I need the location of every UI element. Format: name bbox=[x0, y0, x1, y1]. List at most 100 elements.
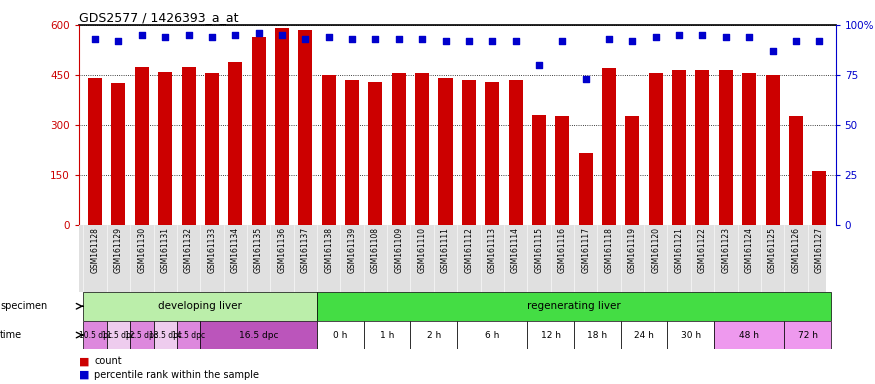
Bar bbox=[532, 115, 546, 225]
Text: GSM161108: GSM161108 bbox=[371, 227, 380, 273]
Text: 6 h: 6 h bbox=[485, 331, 500, 339]
Bar bbox=[458, 321, 528, 349]
Bar bbox=[317, 292, 831, 321]
Bar bbox=[177, 321, 200, 349]
Text: ■: ■ bbox=[79, 356, 89, 366]
Bar bbox=[719, 70, 733, 225]
Text: GSM161116: GSM161116 bbox=[557, 227, 567, 273]
Text: GSM161121: GSM161121 bbox=[675, 227, 683, 273]
Text: GSM161125: GSM161125 bbox=[768, 227, 777, 273]
Text: GSM161136: GSM161136 bbox=[277, 227, 286, 273]
Text: GSM161122: GSM161122 bbox=[698, 227, 707, 273]
Point bbox=[486, 38, 500, 44]
Text: 2 h: 2 h bbox=[427, 331, 441, 339]
Point bbox=[742, 34, 756, 40]
Text: regenerating liver: regenerating liver bbox=[527, 301, 621, 311]
Text: GSM161118: GSM161118 bbox=[605, 227, 613, 273]
Bar bbox=[648, 73, 662, 225]
Point bbox=[135, 32, 149, 38]
Point bbox=[252, 30, 266, 36]
Text: GSM161117: GSM161117 bbox=[581, 227, 590, 273]
Text: GSM161112: GSM161112 bbox=[465, 227, 473, 273]
Bar bbox=[410, 321, 458, 349]
Text: GSM161139: GSM161139 bbox=[347, 227, 357, 273]
Bar bbox=[714, 321, 784, 349]
Point bbox=[415, 36, 429, 42]
Text: 48 h: 48 h bbox=[739, 331, 760, 339]
Text: specimen: specimen bbox=[0, 301, 47, 311]
Point bbox=[696, 32, 710, 38]
Text: GSM161137: GSM161137 bbox=[301, 227, 310, 273]
Text: GSM161135: GSM161135 bbox=[254, 227, 263, 273]
Text: GSM161120: GSM161120 bbox=[651, 227, 661, 273]
Point bbox=[392, 36, 406, 42]
Text: percentile rank within the sample: percentile rank within the sample bbox=[94, 370, 260, 380]
Bar bbox=[107, 321, 130, 349]
Text: GSM161124: GSM161124 bbox=[745, 227, 753, 273]
Text: GSM161114: GSM161114 bbox=[511, 227, 520, 273]
Text: GSM161129: GSM161129 bbox=[114, 227, 123, 273]
Point bbox=[462, 38, 476, 44]
Text: 14.5 dpc: 14.5 dpc bbox=[172, 331, 205, 339]
Bar bbox=[508, 80, 522, 225]
Text: count: count bbox=[94, 356, 123, 366]
Bar bbox=[812, 171, 826, 225]
Text: GSM161126: GSM161126 bbox=[791, 227, 801, 273]
Bar bbox=[158, 71, 172, 225]
Text: GSM161134: GSM161134 bbox=[231, 227, 240, 273]
Text: GSM161123: GSM161123 bbox=[721, 227, 731, 273]
Text: GSM161138: GSM161138 bbox=[325, 227, 333, 273]
Bar bbox=[415, 73, 429, 225]
Bar bbox=[153, 321, 177, 349]
Text: 24 h: 24 h bbox=[634, 331, 654, 339]
Text: ■: ■ bbox=[79, 370, 89, 380]
Bar bbox=[181, 66, 195, 225]
Point bbox=[322, 34, 336, 40]
Text: GSM161119: GSM161119 bbox=[628, 227, 637, 273]
Bar bbox=[228, 61, 242, 225]
Text: GSM161131: GSM161131 bbox=[161, 227, 170, 273]
Bar bbox=[345, 80, 359, 225]
Bar bbox=[298, 30, 312, 225]
Text: GSM161115: GSM161115 bbox=[535, 227, 543, 273]
Bar bbox=[83, 292, 317, 321]
Bar bbox=[200, 321, 317, 349]
Point bbox=[719, 34, 733, 40]
Text: GSM161110: GSM161110 bbox=[417, 227, 427, 273]
Point bbox=[626, 38, 640, 44]
Point bbox=[275, 32, 289, 38]
Text: 13.5 dpc: 13.5 dpc bbox=[149, 331, 182, 339]
Point bbox=[111, 38, 125, 44]
Text: developing liver: developing liver bbox=[158, 301, 242, 311]
Point bbox=[532, 62, 546, 68]
Text: 1 h: 1 h bbox=[380, 331, 395, 339]
Bar bbox=[317, 321, 364, 349]
Text: 72 h: 72 h bbox=[798, 331, 817, 339]
Text: 11.5 dpc: 11.5 dpc bbox=[102, 331, 135, 339]
Bar bbox=[130, 321, 153, 349]
Bar bbox=[135, 66, 149, 225]
Text: 0 h: 0 h bbox=[333, 331, 347, 339]
Text: GSM161130: GSM161130 bbox=[137, 227, 146, 273]
Bar bbox=[574, 321, 620, 349]
Text: GSM161133: GSM161133 bbox=[207, 227, 216, 273]
Point bbox=[556, 38, 570, 44]
Bar bbox=[620, 321, 668, 349]
Text: GSM161111: GSM161111 bbox=[441, 227, 450, 273]
Text: GSM161127: GSM161127 bbox=[815, 227, 823, 273]
Bar bbox=[766, 75, 780, 225]
Point bbox=[508, 38, 522, 44]
Bar bbox=[696, 70, 710, 225]
Text: GSM161109: GSM161109 bbox=[395, 227, 403, 273]
Text: 12.5 dpc: 12.5 dpc bbox=[125, 331, 158, 339]
Bar bbox=[578, 153, 592, 225]
Bar bbox=[252, 36, 266, 225]
Point bbox=[181, 32, 195, 38]
Point bbox=[228, 32, 242, 38]
Text: 30 h: 30 h bbox=[681, 331, 701, 339]
Text: 18 h: 18 h bbox=[587, 331, 607, 339]
Point bbox=[766, 48, 780, 54]
Bar bbox=[626, 116, 640, 225]
Bar bbox=[111, 83, 125, 225]
Bar bbox=[205, 73, 219, 225]
